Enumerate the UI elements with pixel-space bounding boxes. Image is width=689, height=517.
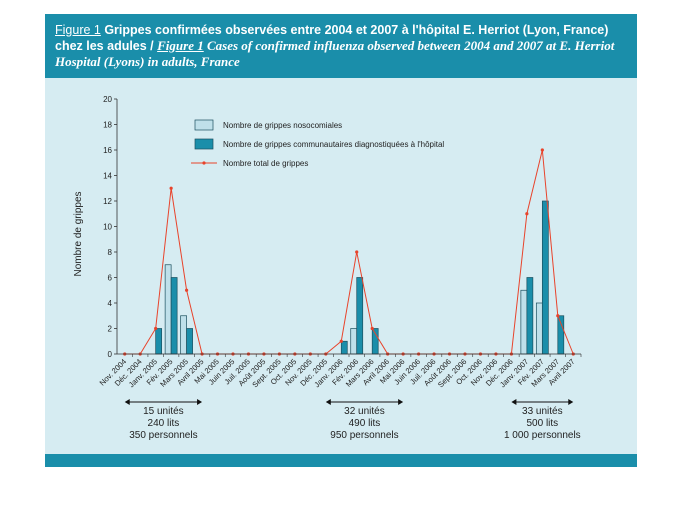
y-tick-label: 2 — [108, 325, 113, 334]
caption-figure-ref: Figure 1 — [55, 23, 101, 37]
y-tick-label: 18 — [103, 121, 112, 130]
legend-label: Nombre de grippes nosocomiales — [223, 121, 342, 130]
community-bar — [541, 200, 549, 355]
legend: Nombre de grippes nosocomiales Nombre de … — [191, 119, 444, 168]
y-axis: 0 2 4 6 8 10 12 14 16 18 20 — [103, 95, 118, 359]
caption-french-text: Grippes confirmées observées entre 2004 … — [55, 23, 609, 53]
period-label: 350 personnels — [129, 430, 197, 441]
period-label: 500 lits — [526, 418, 558, 429]
total-point — [370, 326, 374, 331]
legend-swatch — [194, 138, 214, 150]
y-axis-label: Nombre de grippes — [73, 191, 84, 276]
period-label: 240 lits — [148, 418, 180, 429]
caption-figure-ref-english: Figure 1 — [157, 38, 204, 53]
nosocomial-bar — [520, 289, 528, 355]
y-tick-label: 16 — [103, 146, 112, 155]
legend-swatch — [194, 119, 214, 131]
community-bar — [557, 315, 565, 355]
period-label: 33 unités — [522, 406, 563, 417]
period-arrow-left — [511, 399, 517, 405]
y-tick-label: 0 — [108, 350, 113, 359]
total-line — [124, 149, 574, 355]
caption-english: Figure 1 Cases of confirmed influenza ob… — [55, 38, 614, 69]
period-label: 490 lits — [349, 418, 381, 429]
figure-panel: Figure 1 Grippes confirmées observées en… — [45, 14, 637, 467]
legend-label: Nombre total de grippes — [223, 159, 308, 168]
total-line-group — [123, 148, 575, 356]
caption-english-text: Cases of confirmed influenza observed be… — [55, 38, 615, 69]
community-bar — [155, 328, 163, 355]
y-tick-label: 12 — [103, 197, 112, 206]
y-tick-label: 20 — [103, 95, 112, 104]
period-arrow-left — [325, 399, 331, 405]
y-tick-label: 8 — [108, 248, 113, 257]
total-point — [525, 212, 529, 216]
community-bar — [170, 277, 178, 355]
nosocomial-bar — [180, 315, 187, 355]
bars-group — [155, 200, 565, 355]
total-point — [540, 148, 544, 152]
community-bar — [371, 328, 379, 355]
total-point — [355, 250, 359, 254]
total-point — [169, 186, 173, 190]
figure-header: Figure 1 Grippes confirmées observées en… — [45, 14, 637, 78]
y-tick-label: 14 — [103, 172, 112, 181]
period-arrow-right — [398, 399, 404, 405]
period-arrow-right — [197, 399, 203, 405]
period-label: 15 unités — [143, 406, 184, 417]
period-arrow-right — [568, 399, 574, 405]
total-point — [185, 288, 189, 292]
period-label: 950 personnels — [330, 430, 398, 441]
total-point — [556, 314, 560, 318]
nosocomial-bar — [164, 264, 172, 355]
nosocomial-bar — [535, 302, 543, 355]
legend-point-swatch — [202, 161, 206, 165]
y-tick-label: 4 — [108, 299, 113, 308]
community-bar — [340, 340, 348, 355]
y-tick-label: 6 — [108, 274, 113, 283]
total-point — [339, 339, 343, 343]
total-point — [154, 326, 158, 331]
y-tick-label: 10 — [103, 223, 112, 232]
period-label: 1 000 personnels — [504, 430, 581, 441]
period-arrow-left — [124, 399, 130, 405]
figure-footer-bar — [45, 454, 637, 467]
community-bar — [186, 328, 193, 355]
nosocomial-bar — [350, 328, 358, 355]
community-bar — [356, 277, 364, 355]
figure-caption: Figure 1 Grippes confirmées observées en… — [55, 22, 633, 70]
legend-label: Nombre de grippes communautaires diagnos… — [223, 140, 444, 149]
community-bar — [526, 277, 534, 355]
period-label: 32 unités — [344, 406, 385, 417]
